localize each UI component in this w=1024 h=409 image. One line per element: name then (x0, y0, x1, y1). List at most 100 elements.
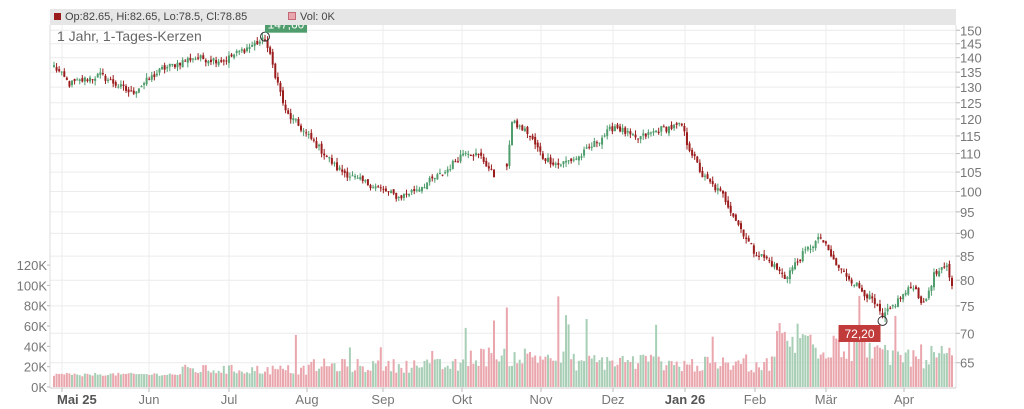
candle-body (758, 255, 761, 257)
candle-body (158, 68, 161, 73)
candle-body (251, 45, 254, 47)
volume-bar (127, 373, 130, 387)
candle-body (73, 78, 76, 82)
volume-bar (323, 358, 326, 387)
volume-bar (158, 375, 161, 387)
candle-body (616, 124, 619, 129)
candle-body (611, 126, 614, 132)
candle-body (760, 254, 763, 256)
volume-bar (590, 358, 593, 387)
volume-bar (783, 331, 786, 387)
volume-bar (469, 350, 472, 387)
candle-body (691, 149, 694, 156)
candle-body (369, 185, 372, 189)
candle-body (248, 46, 251, 50)
volume-bar (384, 366, 387, 387)
volume-bar (467, 365, 470, 387)
volume-bar (294, 334, 297, 387)
candle-body (199, 55, 202, 59)
candle-body (706, 174, 709, 179)
volume-bar (372, 361, 375, 387)
candle-body (55, 67, 58, 71)
candle-body (685, 132, 688, 146)
volume-bar (302, 365, 305, 387)
price-tick-label: 145 (960, 37, 982, 52)
candle-body (341, 169, 344, 172)
volume-bar (204, 365, 207, 387)
volume-bar (86, 373, 89, 387)
candle-body (487, 166, 490, 169)
volume-bar (454, 358, 457, 387)
volume-bar (181, 366, 184, 387)
candle-body (408, 193, 411, 196)
candle-body (776, 263, 779, 270)
candle-body (467, 153, 470, 155)
candle-body (842, 270, 845, 272)
volume-bar (711, 336, 714, 387)
candle-body (271, 51, 274, 65)
volume-bar (832, 335, 835, 387)
volume-bar (511, 365, 514, 387)
volume-bar (760, 370, 763, 387)
volume-bar (601, 357, 604, 387)
volume-bar (886, 350, 889, 387)
volume-bar (799, 338, 802, 387)
candle-body (222, 60, 225, 62)
price-tick-label: 120 (960, 112, 982, 127)
volume-tick-label: 60K (24, 319, 47, 334)
candle-body (590, 146, 593, 148)
candle-body (413, 189, 416, 192)
volume-bar (812, 344, 815, 387)
candle-body (415, 189, 418, 191)
candle-body (577, 156, 580, 161)
volume-bar (626, 360, 629, 387)
volume-bar (233, 371, 236, 387)
volume-bar (173, 374, 176, 387)
volume-bar (99, 374, 102, 387)
candle-body (824, 241, 827, 244)
volume-bar (935, 357, 938, 387)
candle-body (884, 312, 887, 318)
candle-body (791, 267, 794, 272)
candle-body (289, 113, 292, 120)
volume-bar (835, 338, 838, 387)
candle-body (894, 306, 897, 308)
candle-body (624, 127, 627, 134)
low-marker-label: 72,20 (845, 327, 875, 341)
volume-bar (423, 360, 426, 387)
candle-body (747, 238, 750, 242)
legend-volume-text: Vol: 0K (300, 11, 335, 23)
candle-body (505, 163, 508, 167)
volume-bar (503, 348, 506, 387)
candle-body (191, 58, 194, 60)
volume-bar (408, 372, 411, 387)
volume-bar (426, 359, 429, 387)
legend-bar: Op:82.65, Hi:82.65, Lo:78.5, Cl:78.85 Vo… (50, 9, 956, 25)
price-tick-label: 115 (960, 129, 981, 144)
candle-body (860, 287, 863, 292)
candle-body (274, 63, 277, 78)
candle-body (619, 126, 622, 132)
volume-bar (752, 372, 755, 387)
volume-bar (740, 363, 743, 387)
candle-body (719, 188, 722, 191)
volume-bar (451, 361, 454, 387)
volume-bar (346, 366, 349, 387)
volume-bar (227, 365, 230, 387)
volume-bar (824, 358, 827, 387)
volume-bar (135, 374, 138, 387)
volume-bar (395, 372, 398, 387)
candle-body (647, 132, 650, 135)
volume-bar (462, 359, 465, 387)
volume-bar (536, 362, 539, 387)
volume-bar (428, 363, 431, 387)
volume-bar (68, 373, 71, 387)
volume-bar (137, 374, 140, 387)
candle-body (935, 270, 938, 275)
volume-bar (649, 354, 652, 387)
volume-bar (881, 349, 884, 387)
volume-bar (696, 365, 699, 387)
volume-bar (817, 358, 820, 387)
candle-body (338, 167, 341, 170)
candle-body (161, 66, 164, 70)
